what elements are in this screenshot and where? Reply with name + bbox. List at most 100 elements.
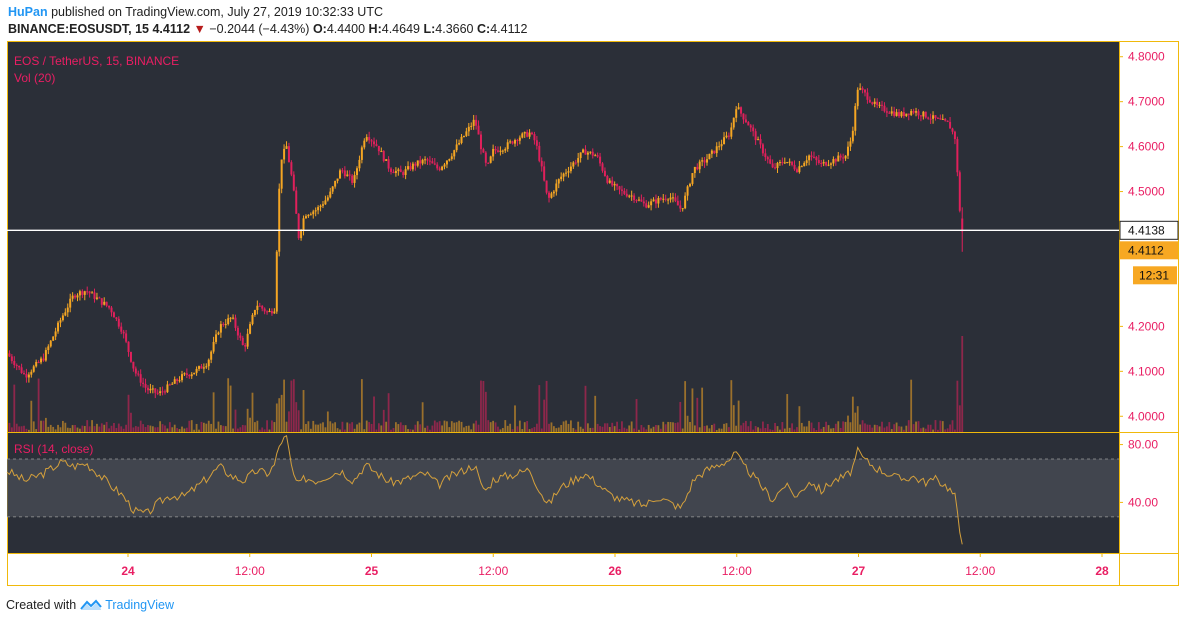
volume-bar (57, 424, 59, 432)
candle-body (494, 148, 497, 151)
candle-body (217, 332, 220, 335)
candle-body (76, 295, 79, 298)
volume-bar (399, 422, 402, 432)
candle-body (936, 117, 939, 119)
candle-body (601, 163, 604, 171)
price-axis-background (1119, 41, 1179, 586)
volume-bar (820, 428, 823, 432)
volume-bar (83, 426, 86, 432)
volume-bar (387, 393, 390, 432)
volume-bar (783, 428, 786, 432)
candle-body (608, 180, 611, 183)
countdown-label-box (1133, 266, 1177, 285)
candle-body (591, 151, 594, 156)
volume-bar (570, 420, 572, 432)
candle-body (98, 297, 101, 299)
volume-bar (499, 429, 502, 432)
author-link[interactable]: HuPan (8, 5, 48, 19)
volume-bar (851, 396, 854, 432)
candle-body (868, 99, 871, 103)
volume-bar (589, 427, 592, 432)
candle-body (346, 174, 349, 177)
volume-bar (535, 423, 538, 432)
volume-bar (674, 422, 677, 432)
volume-bar (91, 420, 93, 432)
candle-body (944, 118, 947, 121)
candle-body (613, 183, 616, 186)
candle-body (134, 368, 137, 374)
volume-bar (54, 429, 57, 432)
candle-body (185, 373, 188, 375)
volume-bar (859, 424, 862, 432)
volume-bar (234, 409, 237, 432)
candle-body (934, 115, 937, 118)
volume-bar (390, 429, 392, 432)
tradingview-brand-link[interactable]: TradingView (105, 598, 174, 612)
candle-body (275, 251, 278, 312)
candle-body (873, 101, 876, 104)
candle-body (562, 173, 565, 177)
tradingview-logo-icon (80, 599, 102, 610)
candle-body (849, 141, 852, 147)
volume-bar (781, 422, 784, 432)
down-arrow-icon: ▼ (193, 22, 206, 36)
price-tick-label: 4.7000 (1128, 95, 1165, 109)
volume-bar (487, 420, 490, 432)
volume-bar (292, 379, 295, 432)
candle-body (752, 127, 755, 132)
volume-bar (659, 428, 662, 432)
price-change: −0.2044 (−4.43%) (209, 22, 310, 36)
volume-bar (533, 427, 536, 432)
candle-body (44, 350, 47, 361)
volume-bar (202, 422, 205, 432)
volume-bar (681, 428, 684, 432)
candle-body (633, 195, 636, 201)
candle-body (640, 199, 643, 202)
volume-bar (608, 426, 611, 432)
footer: Created with TradingView (6, 598, 174, 612)
candle-body (535, 140, 538, 146)
candle-body (283, 148, 286, 160)
candle-body (567, 171, 570, 173)
symbol-name: BINANCE:EOSUSDT, 15 (8, 22, 149, 36)
volume-bar (254, 422, 256, 432)
volume-bar (334, 422, 337, 432)
volume-bar (611, 422, 614, 432)
volume-bar (215, 428, 217, 432)
candle-body (334, 180, 337, 187)
volume-bar (698, 427, 701, 432)
volume-bar (718, 428, 721, 432)
candle-body (569, 166, 572, 172)
volume-bar (222, 425, 225, 432)
candle-body (161, 391, 164, 393)
candle-body (560, 176, 563, 180)
candle-body (686, 186, 689, 196)
volume-bar (168, 422, 171, 432)
volume-bar (740, 425, 742, 432)
candle-body (708, 153, 711, 160)
candle-body (205, 366, 208, 368)
volume-bar (825, 421, 828, 432)
volume-bar (873, 424, 876, 432)
candle-body (224, 324, 227, 326)
candle-body (941, 118, 944, 120)
candle-body (808, 155, 811, 161)
price-tick-label: 4.1000 (1128, 364, 1165, 378)
volume-bar (635, 399, 638, 432)
volume-bar (151, 426, 154, 432)
candle-body (353, 175, 356, 183)
candle-body (331, 186, 334, 192)
volume-bar (723, 423, 725, 432)
candle-body (207, 359, 210, 367)
volume-bar (178, 429, 181, 432)
volume-bar (708, 428, 711, 432)
volume-bar (224, 426, 227, 432)
volume-bar (793, 429, 796, 432)
volume-bar (720, 428, 723, 432)
volume-bar (117, 423, 120, 432)
candle-body (441, 166, 444, 170)
candle-body (251, 314, 254, 325)
volume-bar (489, 422, 492, 432)
candle-body (74, 295, 77, 298)
